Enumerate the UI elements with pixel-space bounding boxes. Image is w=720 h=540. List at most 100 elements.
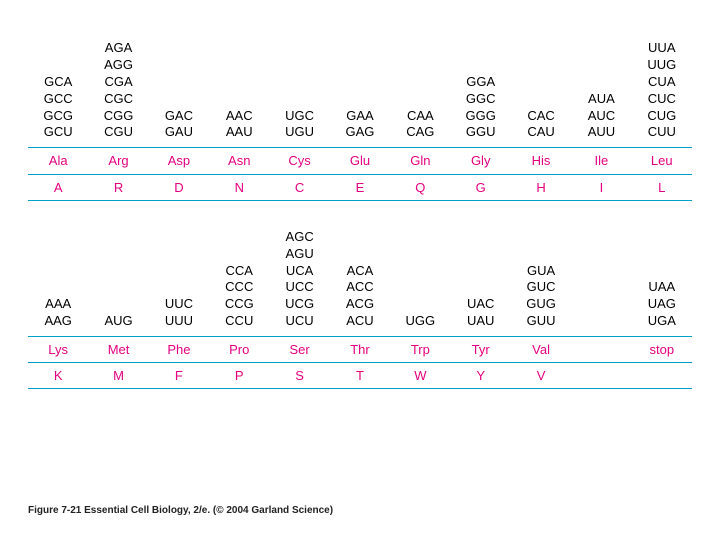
codon: CCA [226, 263, 253, 280]
amino-acid-row-0: GCAGCCGCGGCUAGAAGGCGACGCCGGCGUGACGAUAACA… [28, 40, 692, 201]
codon-column: AACAAU [209, 108, 269, 142]
codon: UCA [286, 263, 313, 280]
amino-letter: L [632, 179, 692, 197]
codon: UCC [286, 279, 314, 296]
amino-name: Glu [330, 152, 390, 170]
amino-letter: R [88, 179, 148, 197]
codon: UAA [648, 279, 675, 296]
codon: AAG [44, 313, 71, 330]
codon: UAC [467, 296, 494, 313]
amino-name: Cys [269, 152, 329, 170]
codon: AUU [588, 124, 615, 141]
codon: UGG [406, 313, 436, 330]
amino-name: Met [88, 341, 148, 359]
codon-column: ACAACCACGACU [330, 263, 390, 331]
codon-column: UAAUAGUGA [632, 279, 692, 330]
amino-acid-row-1: AAAAAGAUGUUCUUUCCACCCCCGCCUAGCAGUUCAUCCU… [28, 229, 692, 390]
amino-letter-row: KMFPSTWYV [28, 363, 692, 389]
codon: GGU [466, 124, 496, 141]
codon: UGC [285, 108, 314, 125]
codon-column: CACCAU [511, 108, 571, 142]
codon-column: AUG [88, 313, 148, 330]
amino-name: His [511, 152, 571, 170]
codon: CGG [104, 108, 134, 125]
codon: GCC [44, 91, 73, 108]
amino-letter: D [149, 179, 209, 197]
amino-letter: G [451, 179, 511, 197]
codon: GUC [527, 279, 556, 296]
codon-column: CCACCCCCGCCU [209, 263, 269, 331]
amino-name-row: LysMetPheProSerThrTrpTyrValstop [28, 336, 692, 363]
codon: GCG [43, 108, 73, 125]
amino-name: Lys [28, 341, 88, 359]
codon-column: AGAAGGCGACGCCGGCGU [88, 40, 148, 141]
codon-column: CAACAG [390, 108, 450, 142]
codon-column: GUAGUCGUGGUU [511, 263, 571, 331]
codon: GCU [44, 124, 73, 141]
codon-row: AAAAAGAUGUUCUUUCCACCCCCGCCUAGCAGUUCAUCCU… [28, 229, 692, 330]
codon-column: GCAGCCGCGGCU [28, 74, 88, 142]
amino-name: Asn [209, 152, 269, 170]
codon: GAC [165, 108, 193, 125]
codon: UUU [165, 313, 193, 330]
amino-letter: A [28, 179, 88, 197]
codon: AUG [104, 313, 132, 330]
amino-letter [571, 367, 631, 385]
codon: CAC [527, 108, 554, 125]
codon: CCU [225, 313, 253, 330]
codon: CUU [648, 124, 676, 141]
amino-letter: W [390, 367, 450, 385]
codon: CGU [104, 124, 133, 141]
codon: UGU [285, 124, 314, 141]
codon: AUA [588, 91, 615, 108]
amino-name: Phe [149, 341, 209, 359]
codon: GGA [466, 74, 495, 91]
codon: GAU [165, 124, 193, 141]
codon-column: UUCUUU [149, 296, 209, 330]
codon: AUC [588, 108, 615, 125]
amino-letter: K [28, 367, 88, 385]
codon: CAA [407, 108, 434, 125]
codon: CAG [406, 124, 434, 141]
codon: AGG [104, 57, 133, 74]
amino-name [571, 341, 631, 359]
codon: ACC [346, 279, 373, 296]
amino-name: Asp [149, 152, 209, 170]
codon: AAU [226, 124, 253, 141]
amino-name-row: AlaArgAspAsnCysGluGlnGlyHisIleLeu [28, 147, 692, 174]
codon-column: UGG [390, 313, 450, 330]
codon: GAA [346, 108, 373, 125]
codon: CUA [648, 74, 675, 91]
codon: CCC [225, 279, 253, 296]
amino-letter [632, 367, 692, 385]
amino-name: Ser [269, 341, 329, 359]
codon-column: GAAGAG [330, 108, 390, 142]
codon: UUC [165, 296, 193, 313]
amino-letter: S [269, 367, 329, 385]
amino-letter: N [209, 179, 269, 197]
amino-letter-row: ARDNCEQGHIL [28, 175, 692, 201]
amino-letter: P [209, 367, 269, 385]
amino-name: Tyr [451, 341, 511, 359]
amino-letter: F [149, 367, 209, 385]
codon: UUG [647, 57, 676, 74]
amino-letter: T [330, 367, 390, 385]
codon: UUA [648, 40, 675, 57]
codon-column: UACUAU [451, 296, 511, 330]
amino-letter: I [571, 179, 631, 197]
amino-name: Pro [209, 341, 269, 359]
codon: GUU [527, 313, 556, 330]
codon: AAA [45, 296, 71, 313]
amino-name: Trp [390, 341, 450, 359]
codon-column: GGAGGCGGGGGU [451, 74, 511, 142]
amino-letter: V [511, 367, 571, 385]
codon: CUG [647, 108, 676, 125]
codon: GGC [466, 91, 496, 108]
codon: ACG [346, 296, 374, 313]
amino-name: Arg [88, 152, 148, 170]
codon-row: GCAGCCGCGGCUAGAAGGCGACGCCGGCGU GACGAU AACA… [28, 40, 692, 141]
amino-name: Gly [451, 152, 511, 170]
codon: UGA [648, 313, 676, 330]
amino-name: Val [511, 341, 571, 359]
codon-column: AAAAAG [28, 296, 88, 330]
